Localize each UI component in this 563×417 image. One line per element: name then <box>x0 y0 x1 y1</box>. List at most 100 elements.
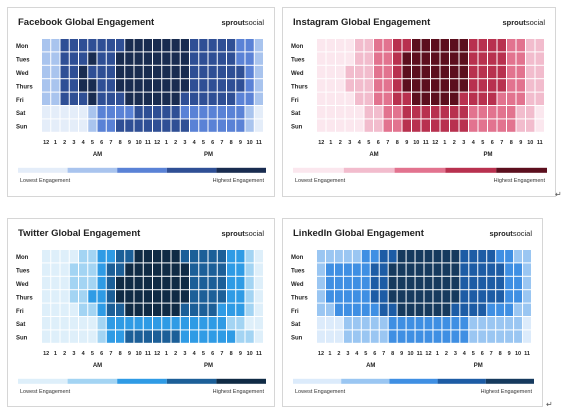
heatmap-cell <box>227 79 236 92</box>
heatmap-cell <box>153 250 162 263</box>
heatmap-cell <box>505 317 514 330</box>
heatmap-cell <box>208 276 217 290</box>
heatmap-cell <box>325 290 334 303</box>
heatmap-cell <box>487 290 496 303</box>
heatmap-cell <box>415 330 424 343</box>
heatmap-cell <box>317 276 325 290</box>
heatmap-cell <box>42 119 51 132</box>
heatmap-cell <box>162 79 171 92</box>
heatmap-cell <box>325 263 334 276</box>
heatmap-cell <box>51 52 60 65</box>
hour-tick-label: 4 <box>193 351 197 357</box>
legend-swatch <box>166 378 217 384</box>
heatmap-cell <box>125 119 134 132</box>
heatmap-cell <box>459 119 468 132</box>
heatmap-cell <box>79 106 88 119</box>
hour-tick-label: 3 <box>346 351 349 357</box>
heatmap-cell <box>125 92 134 105</box>
heatmap-cell <box>116 65 125 79</box>
heatmap-cell <box>42 330 51 343</box>
heatmap-cell <box>450 92 459 105</box>
heatmap-cell <box>254 317 263 330</box>
heatmap-cell <box>415 250 424 263</box>
heatmap-cell <box>431 106 440 119</box>
heatmap-cell <box>336 39 345 52</box>
day-label: Wed <box>291 282 304 288</box>
heatmap-cell <box>370 330 379 343</box>
heatmap-cell <box>97 92 106 105</box>
heatmap-cell <box>236 79 245 92</box>
heatmap-cell <box>97 250 106 263</box>
heatmap-cell <box>402 119 411 132</box>
heatmap-cell <box>125 263 134 276</box>
heatmap-cell <box>88 330 97 343</box>
heatmap-cell <box>325 276 334 290</box>
heatmap-cell <box>227 65 236 79</box>
heatmap-cell <box>60 263 69 276</box>
heatmap-cell <box>326 106 335 119</box>
heatmap-cell <box>393 65 402 79</box>
heatmap-cell <box>88 276 97 290</box>
heatmap-cell <box>116 276 125 290</box>
heatmap-cell <box>143 276 152 290</box>
heatmap-cell <box>69 65 78 79</box>
heatmap-cell <box>383 39 392 52</box>
heatmap-cell <box>245 317 254 330</box>
heatmap-cell <box>469 250 478 263</box>
heatmap-cell <box>153 317 162 330</box>
heatmap-cell <box>421 106 430 119</box>
heatmap-cell <box>60 65 69 79</box>
heatmap-cell <box>42 317 51 330</box>
heatmap-cell <box>236 303 245 316</box>
day-label: Mon <box>291 44 304 50</box>
heatmap-cell <box>450 39 459 52</box>
hour-tick-label: 12 <box>318 140 324 146</box>
heatmap-cell <box>415 303 424 316</box>
heatmap-cell <box>79 39 88 52</box>
heatmap-cell <box>497 92 506 105</box>
heatmap-cell <box>431 92 440 105</box>
heatmap-cell <box>336 92 345 105</box>
heatmap-cell <box>516 39 525 52</box>
heatmap-cell <box>402 92 411 105</box>
heatmap-cell <box>51 79 60 92</box>
heatmap-cell <box>352 276 361 290</box>
heatmap-cell <box>478 250 487 263</box>
heatmap-cell <box>134 263 143 276</box>
heatmap-cell <box>134 106 143 119</box>
hour-tick-label: 10 <box>136 351 142 357</box>
heatmap-cell <box>397 303 406 316</box>
heatmap-cell <box>69 290 78 303</box>
hour-tick-label: 11 <box>145 351 151 357</box>
hour-tick-label: 12 <box>432 140 438 146</box>
heatmap-cell <box>343 263 352 276</box>
heatmap-cell <box>397 276 406 290</box>
heatmap-cell <box>370 290 379 303</box>
heatmap-cell <box>496 263 505 276</box>
heatmap-cell <box>488 119 497 132</box>
heatmap-cell <box>469 330 478 343</box>
heatmap-cell <box>370 276 379 290</box>
heatmap-cell <box>199 92 208 105</box>
heatmap-cell <box>406 276 415 290</box>
heatmap-cell <box>355 79 364 92</box>
heatmap-cell <box>364 79 373 92</box>
day-label: Thurs <box>16 84 33 90</box>
heatmap-cell <box>88 92 97 105</box>
heatmap-cell <box>79 119 88 132</box>
heatmap-cell <box>451 303 460 316</box>
heatmap-cell <box>199 79 208 92</box>
heatmap-cell <box>496 276 505 290</box>
heatmap-cell <box>254 119 263 132</box>
heatmap-cell <box>397 250 406 263</box>
hour-tick-label: 12 <box>425 351 431 357</box>
hour-tick-label: 8 <box>510 140 513 146</box>
heatmap-cell <box>451 250 460 263</box>
legend-swatch <box>394 167 446 173</box>
heatmap-cell <box>79 290 88 303</box>
hour-tick-label: 5 <box>91 140 94 146</box>
day-label: Wed <box>16 71 29 77</box>
hour-tick-label: 9 <box>239 351 242 357</box>
heatmap-cell <box>171 276 180 290</box>
